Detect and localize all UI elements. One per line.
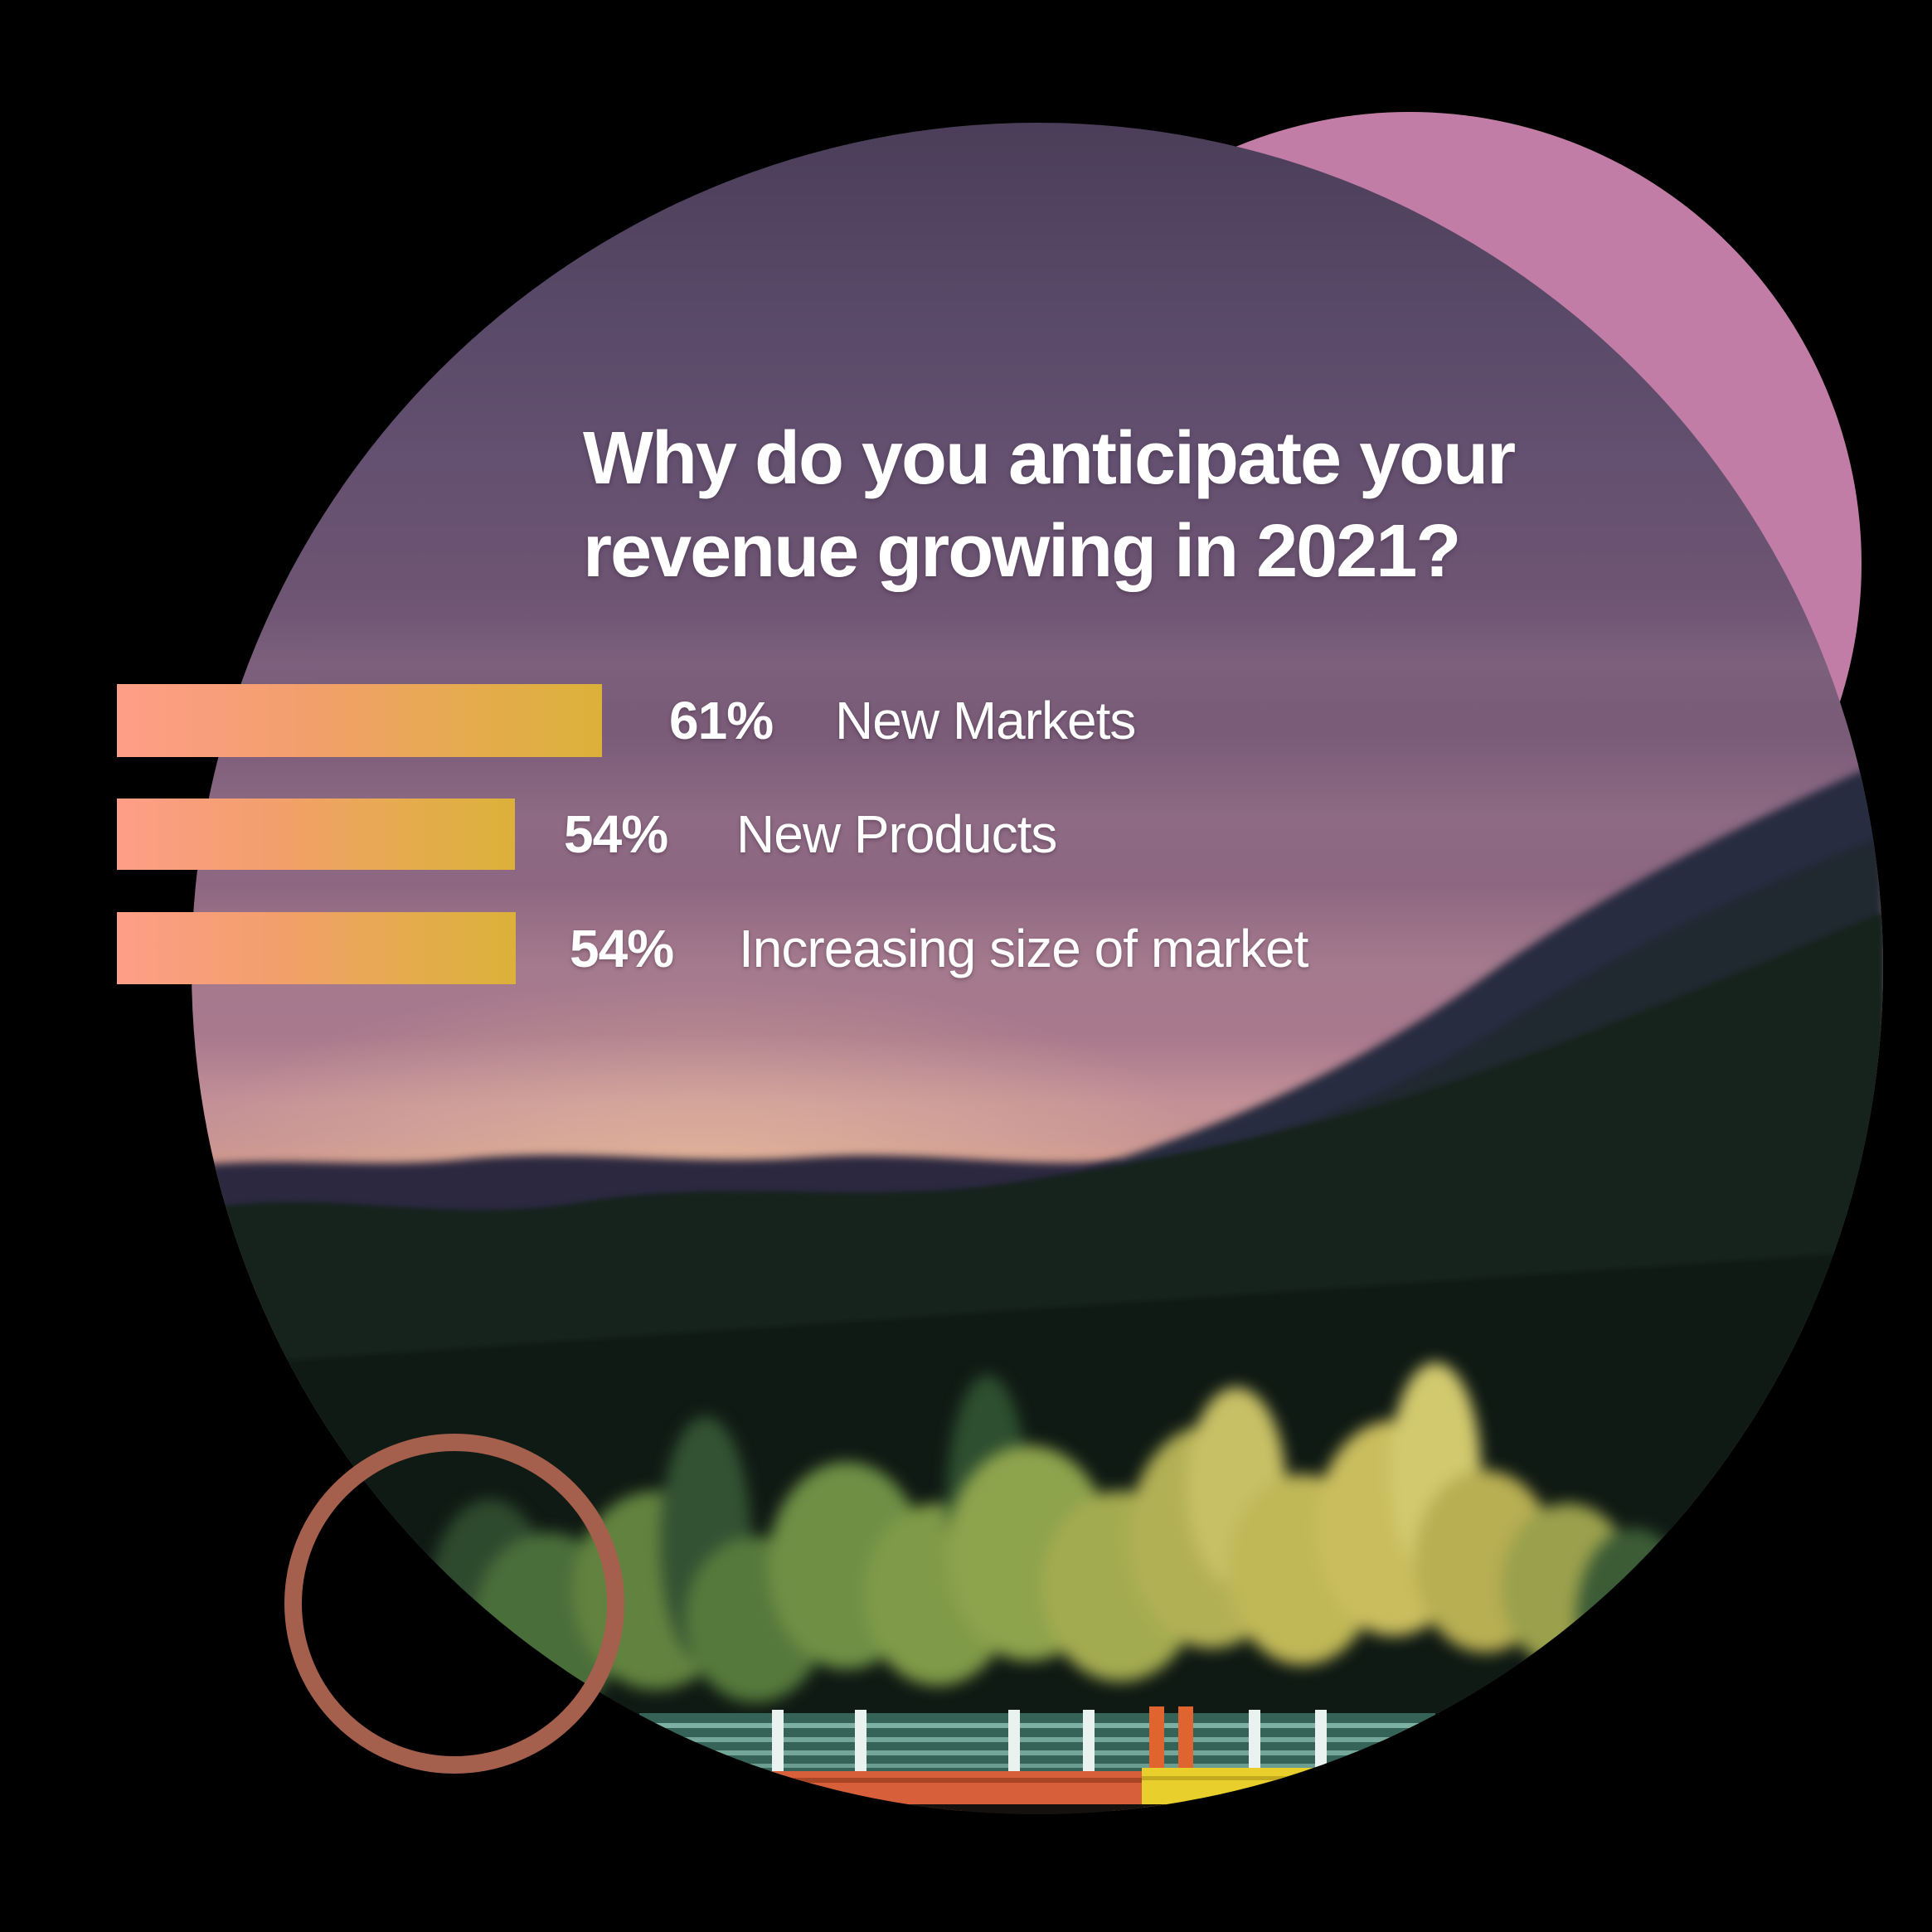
barrier-yellow bbox=[1142, 1768, 1473, 1808]
stat-row-new-markets: 61% New Markets bbox=[117, 684, 1527, 757]
percent-value: 54% bbox=[564, 804, 668, 864]
page-title: Why do you anticipate your revenue growi… bbox=[583, 412, 1516, 598]
percent-value: 54% bbox=[570, 918, 674, 978]
barrier bbox=[606, 1768, 1485, 1814]
stat-row-market-size: 54% Increasing size of market bbox=[117, 912, 1527, 984]
bar-new-markets bbox=[117, 684, 602, 757]
percent-value: 61% bbox=[669, 691, 774, 750]
category-label: Increasing size of market bbox=[739, 918, 1308, 978]
fence-post-orange bbox=[1178, 1706, 1193, 1778]
title-line-2: revenue growing in 2021? bbox=[583, 510, 1461, 593]
barrier-yellow-seam bbox=[1142, 1776, 1473, 1780]
category-label: New Products bbox=[736, 804, 1057, 864]
brown-outline-circle bbox=[284, 1434, 624, 1774]
fence-post bbox=[1315, 1710, 1327, 1778]
fence-post-orange bbox=[1149, 1706, 1164, 1778]
fence-post bbox=[772, 1710, 784, 1778]
road-shadow bbox=[606, 1804, 1485, 1814]
fence-post bbox=[1008, 1710, 1020, 1778]
bar-new-products bbox=[117, 799, 515, 870]
barrier-seam bbox=[606, 1778, 1187, 1783]
fence-post bbox=[855, 1710, 866, 1778]
fence-post bbox=[1249, 1710, 1260, 1778]
title-line-1: Why do you anticipate your bbox=[583, 417, 1516, 500]
landscape-scene bbox=[192, 761, 1883, 1814]
fence bbox=[639, 1706, 1435, 1778]
stat-row-new-products: 54% New Products bbox=[117, 799, 1527, 870]
fence-post bbox=[1083, 1710, 1095, 1778]
bar-market-size bbox=[117, 912, 516, 984]
category-label: New Markets bbox=[835, 691, 1136, 750]
sunset-forest-photo-circle bbox=[192, 123, 1883, 1814]
